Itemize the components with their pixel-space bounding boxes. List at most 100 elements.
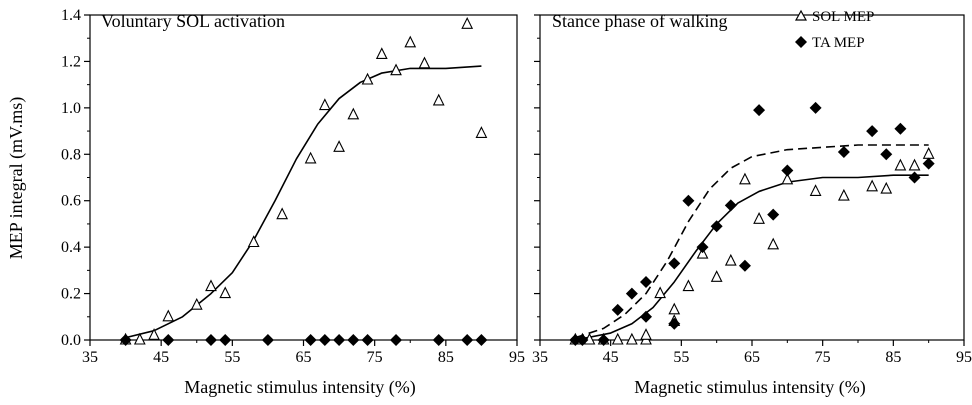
sol-mep-point — [640, 328, 652, 340]
sol-mep-point — [781, 172, 794, 185]
x-tick-label: 55 — [673, 349, 689, 366]
left-panel-title: Voluntary SOL activation — [101, 11, 285, 31]
ta-mep-point — [333, 334, 346, 346]
sol-mep-point — [866, 179, 879, 192]
sol-mep-point — [133, 332, 146, 345]
sol-mep-point — [304, 151, 317, 164]
sol-mep-point — [668, 302, 681, 315]
y-tick-label: 0.8 — [61, 146, 81, 163]
sol-mep-point — [654, 286, 667, 299]
ta-mep-point — [880, 148, 893, 161]
y-tick-label: 1.4 — [61, 7, 81, 24]
ta-mep-point — [640, 275, 652, 288]
left-x-axis-label: Magnetic stimulus intensity (%) — [184, 377, 415, 398]
x-tick-label: 85 — [885, 349, 901, 366]
sol-mep-point — [710, 270, 723, 282]
ta-mep-point — [361, 334, 374, 346]
sol-mep-point — [461, 17, 474, 29]
x-tick-label: 35 — [532, 349, 548, 366]
ta-mep-point — [781, 164, 794, 177]
sol-mep-point — [205, 279, 217, 292]
y-tick-label: 0.4 — [61, 239, 81, 256]
sol-mep-point — [894, 158, 907, 171]
x-tick-label: 95 — [509, 349, 525, 366]
sol-mep-point — [190, 297, 203, 310]
ta-mep-point — [640, 310, 652, 323]
x-tick-label: 65 — [744, 349, 760, 366]
sol-mep-point — [739, 172, 751, 185]
sol-mep-point — [475, 126, 488, 138]
sol-mep-point — [333, 140, 345, 152]
right-panel: Stance phase of walking Magnetic stimulu… — [532, 9, 972, 398]
sol-mep-point — [682, 279, 695, 292]
ta-mep-point — [611, 303, 624, 316]
ta-mep-point — [724, 199, 737, 212]
ta-mep-point — [908, 171, 921, 184]
ta-mep-point — [162, 334, 175, 346]
sol-mep-point — [922, 147, 935, 159]
sol-mep-point — [162, 309, 175, 322]
ta-mep-point — [668, 317, 681, 330]
ta-mep-point — [432, 334, 445, 346]
x-tick-label: 35 — [82, 349, 98, 366]
ta-mep-point — [475, 334, 488, 346]
legend-ta-label: TA MEP — [812, 35, 865, 51]
ta-mep-point — [922, 157, 935, 170]
y-tick-label: 1.2 — [61, 53, 81, 70]
right-panel-title: Stance phase of walking — [552, 11, 727, 31]
sol-mep-point — [767, 237, 780, 250]
sol-mep-point — [375, 47, 388, 60]
y-tick-label: 1.0 — [61, 100, 81, 117]
legend-sol-label: SOL MEP — [812, 9, 874, 25]
x-tick-label: 85 — [438, 349, 454, 366]
sol-mep-point — [880, 181, 893, 194]
ta-mep-point — [204, 334, 217, 346]
ta-mep-point — [304, 334, 317, 346]
x-tick-label: 45 — [603, 349, 619, 366]
sol-mep-point — [404, 35, 417, 48]
ta-mep-point — [261, 334, 274, 346]
ta-mep-point — [569, 334, 582, 346]
sol-fit-curve — [125, 65, 482, 339]
ta-mep-point — [738, 259, 751, 272]
legend-sol-marker — [794, 9, 808, 21]
ta-mep-point — [347, 334, 360, 346]
left-panel: Voluntary SOL activation Magnetic stimul… — [61, 7, 525, 398]
sol-mep-point — [837, 188, 850, 201]
sol-mep-point — [753, 212, 765, 224]
y-tick-label: 0.6 — [61, 193, 81, 210]
x-tick-label: 45 — [153, 349, 169, 366]
sol-mep-point — [908, 158, 921, 171]
x-tick-label: 55 — [224, 349, 240, 366]
right-plot-area: 35 45 55 65 75 85 95 — [532, 14, 972, 366]
x-tick-label: 75 — [815, 349, 831, 366]
ta-mep-point — [767, 208, 780, 221]
ta-mep-point — [710, 220, 723, 233]
sol-mep-point — [219, 286, 232, 299]
x-tick-label: 95 — [956, 349, 972, 366]
sol-mep-point — [724, 253, 737, 266]
sol-mep-point — [418, 56, 431, 69]
ta-mep-point — [682, 194, 695, 207]
sol-mep-point — [625, 332, 638, 345]
ta-mep-point — [625, 287, 638, 300]
ta-mep-point — [461, 334, 474, 346]
legend: SOL MEP TA MEP — [794, 9, 874, 51]
sol-mep-point — [318, 98, 331, 111]
ta-mep-point — [390, 334, 403, 346]
sol-mep-point — [809, 184, 822, 196]
plot-frame — [89, 14, 518, 341]
x-tick-label: 75 — [367, 349, 383, 366]
ta-mep-point — [894, 122, 907, 135]
ta-mep-point — [576, 334, 589, 346]
ta-mep-point — [597, 334, 610, 346]
sol-mep-point — [148, 328, 160, 340]
sol-mep-point — [347, 107, 360, 120]
sol-mep-point — [611, 332, 624, 345]
y-tick-label: 0.2 — [61, 286, 81, 303]
ta-mep-point — [668, 257, 681, 270]
x-tick-label: 65 — [296, 349, 312, 366]
ta-mep-point — [837, 145, 850, 158]
ta-mep-point — [866, 125, 879, 138]
